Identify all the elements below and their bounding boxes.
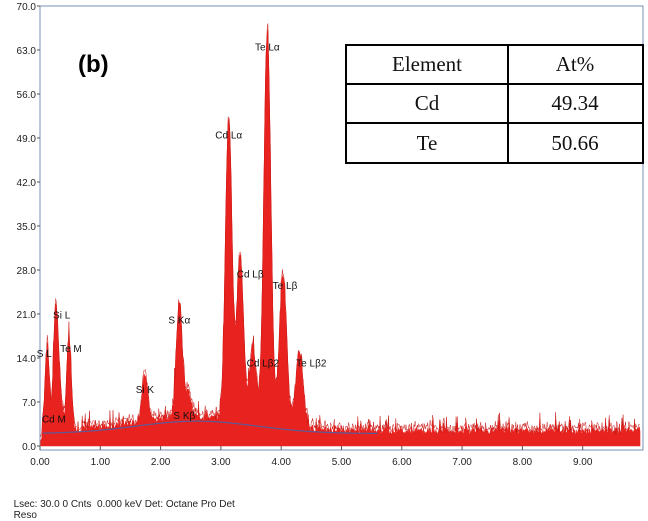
y-tick-label: 0.0: [22, 442, 36, 453]
x-axis: 0.00 1.00 2.00 3.00 4.00 5.00 6.00 7.00 8.00 9.00: [30, 446, 593, 468]
table-cell-at-percent: 49.34: [551, 91, 599, 115]
x-tick-label: 3.00: [211, 457, 231, 468]
x-tick-label: 2.00: [151, 457, 171, 468]
panel-label: (b): [78, 51, 109, 78]
table-cell-element: Te: [417, 131, 438, 155]
x-tick-label: 6.00: [392, 457, 412, 468]
y-tick-label: 42.0: [17, 178, 37, 189]
peak-label: Te M: [60, 344, 82, 355]
status-footer: Lsec: 30.0 0 Cnts 0.000 keV Det: Octane …: [8, 488, 259, 521]
peak-labels: S L Si L Cd M Te M Si K S Kα S Kβ Cd Lα Cd Lβ Cd …: [37, 42, 327, 425]
peak-label: Si L: [53, 311, 71, 322]
y-tick-label: 70.0: [17, 2, 37, 13]
peak-label: Cd Lα: [215, 130, 242, 141]
peak-label: Cd Lβ2: [247, 359, 280, 370]
peak-label: S Kβ: [173, 411, 195, 422]
composition-table: Element At% Cd 49.34 Te 50.66: [345, 44, 644, 164]
x-tick-label: 8.00: [513, 457, 533, 468]
table-header-element: Element: [392, 52, 462, 76]
y-tick-label: 56.0: [17, 90, 37, 101]
x-tick-label: 1.00: [91, 457, 111, 468]
table-header-at-percent: At%: [556, 52, 595, 76]
peak-label: Cd M: [42, 414, 66, 425]
table-cell-element: Cd: [415, 91, 440, 115]
peak-label: Si K: [136, 385, 155, 396]
table-cell-at-percent: 50.66: [551, 131, 598, 155]
peak-label: Te Lβ2: [296, 359, 327, 370]
acquisition-status: Lsec: 30.0 0 Cnts 0.000 keV Det: Octane …: [13, 499, 235, 510]
y-tick-label: 28.0: [17, 266, 37, 277]
x-tick-label: 7.00: [452, 457, 472, 468]
x-tick-label: 5.00: [332, 457, 352, 468]
peak-label: Cd Lβ: [237, 270, 264, 281]
y-tick-label: 35.0: [17, 222, 37, 233]
x-tick-label: 4.00: [271, 457, 291, 468]
y-axis: 0.0 7.0 14.0 21.0 28.0 35.0 42.0 49.0 56.0 63.0 70…: [17, 2, 40, 453]
background-fit-line: [42, 420, 378, 434]
y-tick-label: 49.0: [17, 134, 37, 145]
peak-label: Te Lα: [255, 42, 280, 53]
spectrum-layer: [40, 23, 641, 447]
y-tick-label: 21.0: [17, 310, 37, 321]
peak-label: S Kα: [168, 316, 190, 327]
peak-label: Te Lβ: [273, 281, 298, 292]
x-tick-label: 9.00: [573, 457, 593, 468]
spectrum-noise-line: [40, 23, 641, 437]
y-tick-label: 63.0: [17, 46, 37, 57]
x-tick-label: 0.00: [30, 457, 50, 468]
y-tick-label: 14.0: [17, 354, 37, 365]
peak-label: S L: [37, 349, 52, 360]
y-tick-label: 7.0: [22, 398, 36, 409]
